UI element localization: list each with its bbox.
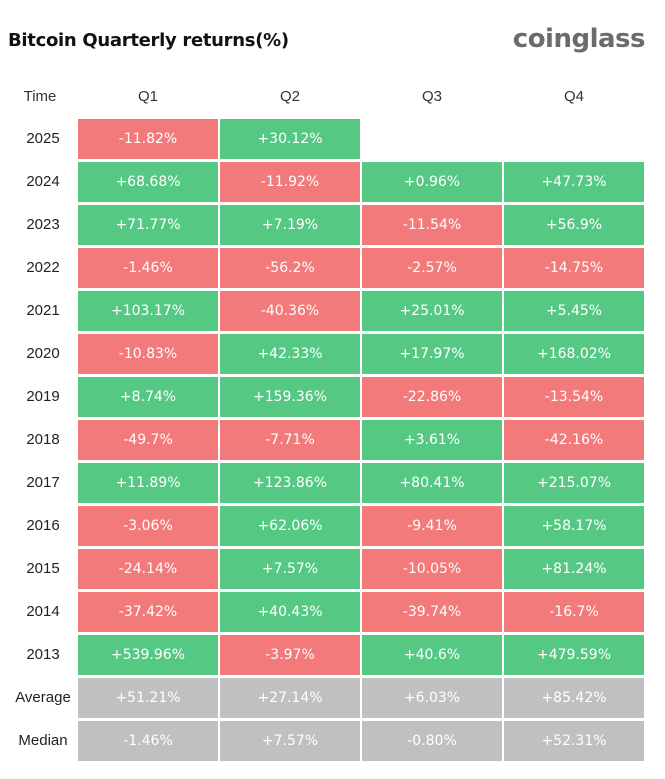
return-cell: +68.68% [78,162,218,202]
return-cell: +80.41% [362,463,502,503]
row-label: 2017 [26,474,60,491]
return-cell: +51.21% [78,678,218,718]
return-cell: +11.89% [78,463,218,503]
row-label: 2020 [26,345,60,362]
return-cell: -22.86% [362,377,502,417]
row-label: 2024 [26,173,60,190]
return-cell: +8.74% [78,377,218,417]
return-cell: -40.36% [220,291,360,331]
row-label: 2015 [26,560,60,577]
return-cell: -14.75% [504,248,644,288]
coinglass-logo: coinglass [512,24,646,54]
return-cell: +215.07% [504,463,644,503]
return-cell: +0.96% [362,162,502,202]
return-cell: -3.97% [220,635,360,675]
row-label: 2019 [26,388,60,405]
row-label: Average [15,689,71,706]
return-cell: -16.7% [504,592,644,632]
return-cell: -10.05% [362,549,502,589]
header-q3: Q3 [421,88,442,105]
return-cell: +85.42% [504,678,644,718]
return-cell: +56.9% [504,205,644,245]
return-cell: +62.06% [220,506,360,546]
return-cell: +58.17% [504,506,644,546]
return-cell: -39.74% [362,592,502,632]
return-cell: +47.73% [504,162,644,202]
return-cell: -56.2% [220,248,360,288]
row-label: 2018 [26,431,60,448]
return-cell: +479.59% [504,635,644,675]
return-cell: +40.43% [220,592,360,632]
return-cell: +17.97% [362,334,502,374]
return-cell: +81.24% [504,549,644,589]
return-cell: -42.16% [504,420,644,460]
return-cell: -3.06% [78,506,218,546]
return-cell: +42.33% [220,334,360,374]
row-label: 2025 [26,130,60,147]
return-cell: -1.46% [78,248,218,288]
return-cell: +71.77% [78,205,218,245]
return-cell: -11.82% [78,119,218,159]
return-cell: -11.92% [220,162,360,202]
return-cell: -1.46% [78,721,218,761]
return-cell: +27.14% [220,678,360,718]
header-time: Time [23,88,57,105]
return-cell: +103.17% [78,291,218,331]
row-label: 2016 [26,517,60,534]
return-cell: +159.36% [220,377,360,417]
returns-table: Time Q1 Q2 Q3 Q4 2025 -11.82% +30.12% 2024 +68.68… [0,76,665,766]
row-label: 2022 [26,259,60,276]
row-label: 2023 [26,216,60,233]
chart-title: Bitcoin Quarterly returns(%) [8,30,289,51]
return-cell: +3.61% [362,420,502,460]
return-cell: -13.54% [504,377,644,417]
return-cell: +6.03% [362,678,502,718]
row-label: 2014 [26,603,60,620]
return-cell: +5.45% [504,291,644,331]
return-cell: +40.6% [362,635,502,675]
return-cell: +52.31% [504,721,644,761]
brand-text: coinglass [512,24,646,54]
header-q2: Q2 [279,88,300,105]
return-cell: +123.86% [220,463,360,503]
return-cell: -37.42% [78,592,218,632]
return-cell: +539.96% [78,635,218,675]
return-cell: -11.54% [362,205,502,245]
return-cell: +7.57% [220,721,360,761]
return-cell: -49.7% [78,420,218,460]
return-cell: +168.02% [504,334,644,374]
return-cell: +25.01% [362,291,502,331]
return-cell: -7.71% [220,420,360,460]
return-cell: +7.57% [220,549,360,589]
return-cell: +30.12% [220,119,360,159]
row-label: Median [18,732,68,749]
row-label: 2021 [26,302,60,319]
return-cell: -0.80% [362,721,502,761]
return-cell: -24.14% [78,549,218,589]
header-q1: Q1 [137,88,158,105]
return-cell: +7.19% [220,205,360,245]
return-cell: -2.57% [362,248,502,288]
return-cell: -10.83% [78,334,218,374]
header-q4: Q4 [563,88,584,105]
row-label: 2013 [26,646,60,663]
return-cell: -9.41% [362,506,502,546]
